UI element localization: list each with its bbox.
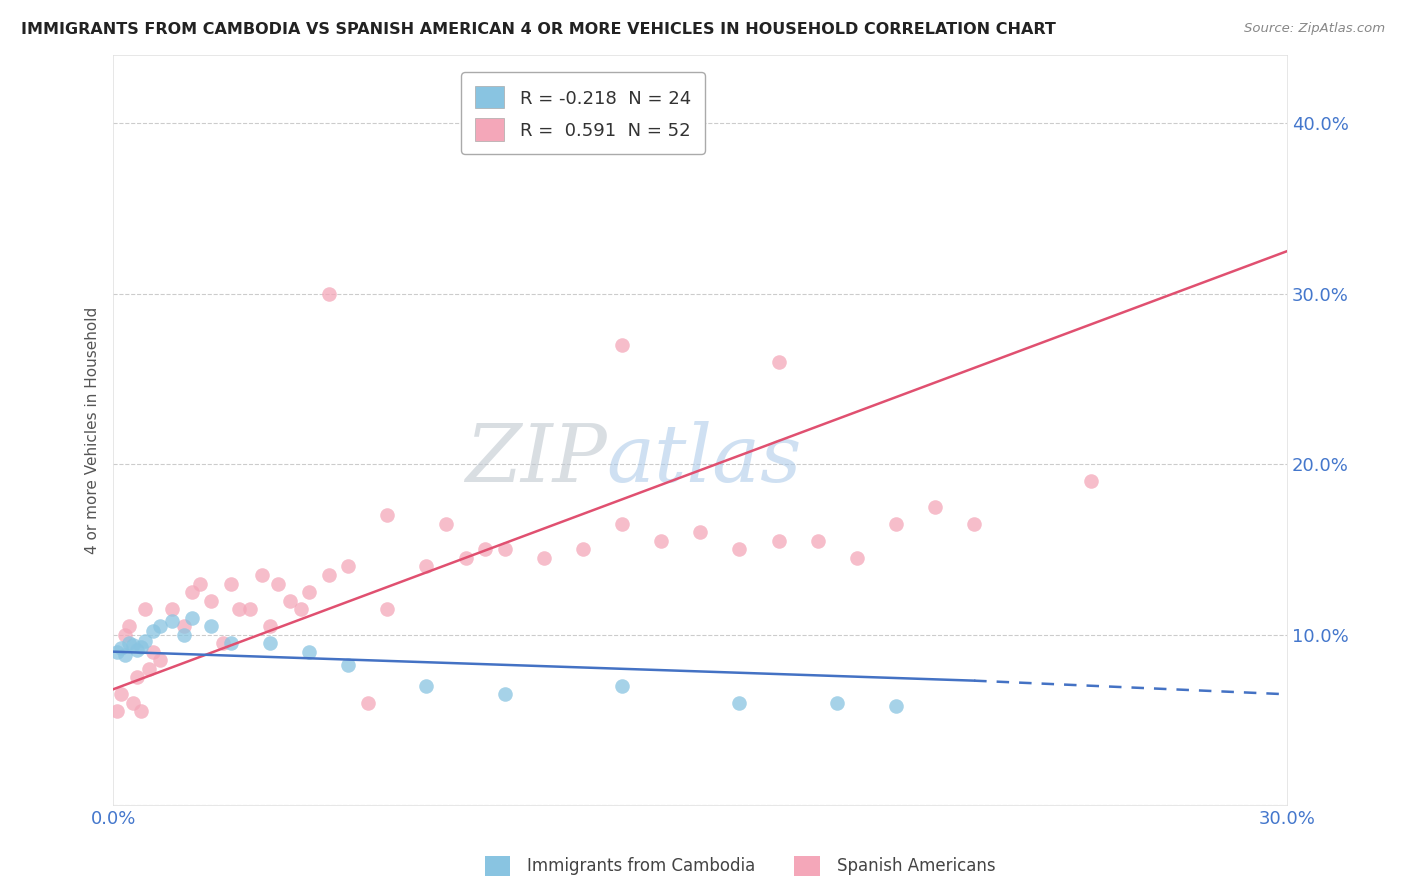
Point <box>129 640 152 654</box>
Point <box>689 525 711 540</box>
Point <box>278 593 301 607</box>
Point <box>129 704 152 718</box>
Point <box>884 699 907 714</box>
Point <box>188 576 211 591</box>
Point <box>290 602 312 616</box>
Point <box>845 550 868 565</box>
Point <box>768 355 790 369</box>
Point <box>160 602 183 616</box>
Point <box>572 542 595 557</box>
Point <box>415 679 437 693</box>
Point <box>160 614 183 628</box>
Point <box>768 533 790 548</box>
Point <box>173 627 195 641</box>
Point <box>434 516 457 531</box>
Text: ZIP: ZIP <box>464 421 606 499</box>
Point <box>107 645 129 659</box>
Point <box>122 638 145 652</box>
Point <box>149 619 172 633</box>
Point <box>375 602 398 616</box>
Point <box>1080 475 1102 489</box>
Point <box>200 593 222 607</box>
Point <box>337 559 360 574</box>
Point <box>259 636 281 650</box>
Text: atlas: atlas <box>606 421 801 499</box>
Point <box>474 542 496 557</box>
Point <box>125 643 148 657</box>
Point <box>118 636 141 650</box>
Point <box>110 641 132 656</box>
Point <box>728 696 751 710</box>
Point <box>298 645 321 659</box>
Point <box>375 508 398 523</box>
Y-axis label: 4 or more Vehicles in Household: 4 or more Vehicles in Household <box>86 307 100 554</box>
Text: Immigrants from Cambodia: Immigrants from Cambodia <box>527 857 755 875</box>
Point <box>228 602 250 616</box>
Point <box>212 636 235 650</box>
Point <box>142 645 165 659</box>
Point <box>180 585 202 599</box>
Point <box>884 516 907 531</box>
Point <box>318 286 340 301</box>
Text: Spanish Americans: Spanish Americans <box>837 857 995 875</box>
Point <box>219 636 242 650</box>
Point <box>180 610 202 624</box>
Point <box>219 576 242 591</box>
Point <box>250 568 273 582</box>
Point <box>149 653 172 667</box>
Point <box>357 696 380 710</box>
Point <box>337 658 360 673</box>
Point <box>118 619 141 633</box>
Text: Source: ZipAtlas.com: Source: ZipAtlas.com <box>1244 22 1385 36</box>
Point <box>114 627 136 641</box>
Point <box>259 619 281 633</box>
Point <box>239 602 262 616</box>
Legend: R = -0.218  N = 24, R =  0.591  N = 52: R = -0.218 N = 24, R = 0.591 N = 52 <box>461 72 704 154</box>
Point <box>107 704 129 718</box>
Point <box>298 585 321 599</box>
Point <box>267 576 290 591</box>
Point <box>134 602 156 616</box>
Point <box>924 500 946 514</box>
Point <box>138 662 160 676</box>
Point <box>533 550 555 565</box>
Text: IMMIGRANTS FROM CAMBODIA VS SPANISH AMERICAN 4 OR MORE VEHICLES IN HOUSEHOLD COR: IMMIGRANTS FROM CAMBODIA VS SPANISH AMER… <box>21 22 1056 37</box>
Point <box>114 648 136 662</box>
Point <box>134 634 156 648</box>
Point <box>125 670 148 684</box>
Point <box>494 542 516 557</box>
Point <box>142 624 165 639</box>
Point <box>963 516 986 531</box>
Point <box>494 687 516 701</box>
Point <box>173 619 195 633</box>
Point <box>610 679 633 693</box>
Point <box>650 533 672 548</box>
Point <box>454 550 477 565</box>
Point <box>610 516 633 531</box>
Point <box>825 696 848 710</box>
Point <box>415 559 437 574</box>
Point <box>200 619 222 633</box>
Point <box>110 687 132 701</box>
Point <box>610 338 633 352</box>
Point <box>318 568 340 582</box>
Point <box>807 533 830 548</box>
Point <box>122 696 145 710</box>
Point <box>728 542 751 557</box>
